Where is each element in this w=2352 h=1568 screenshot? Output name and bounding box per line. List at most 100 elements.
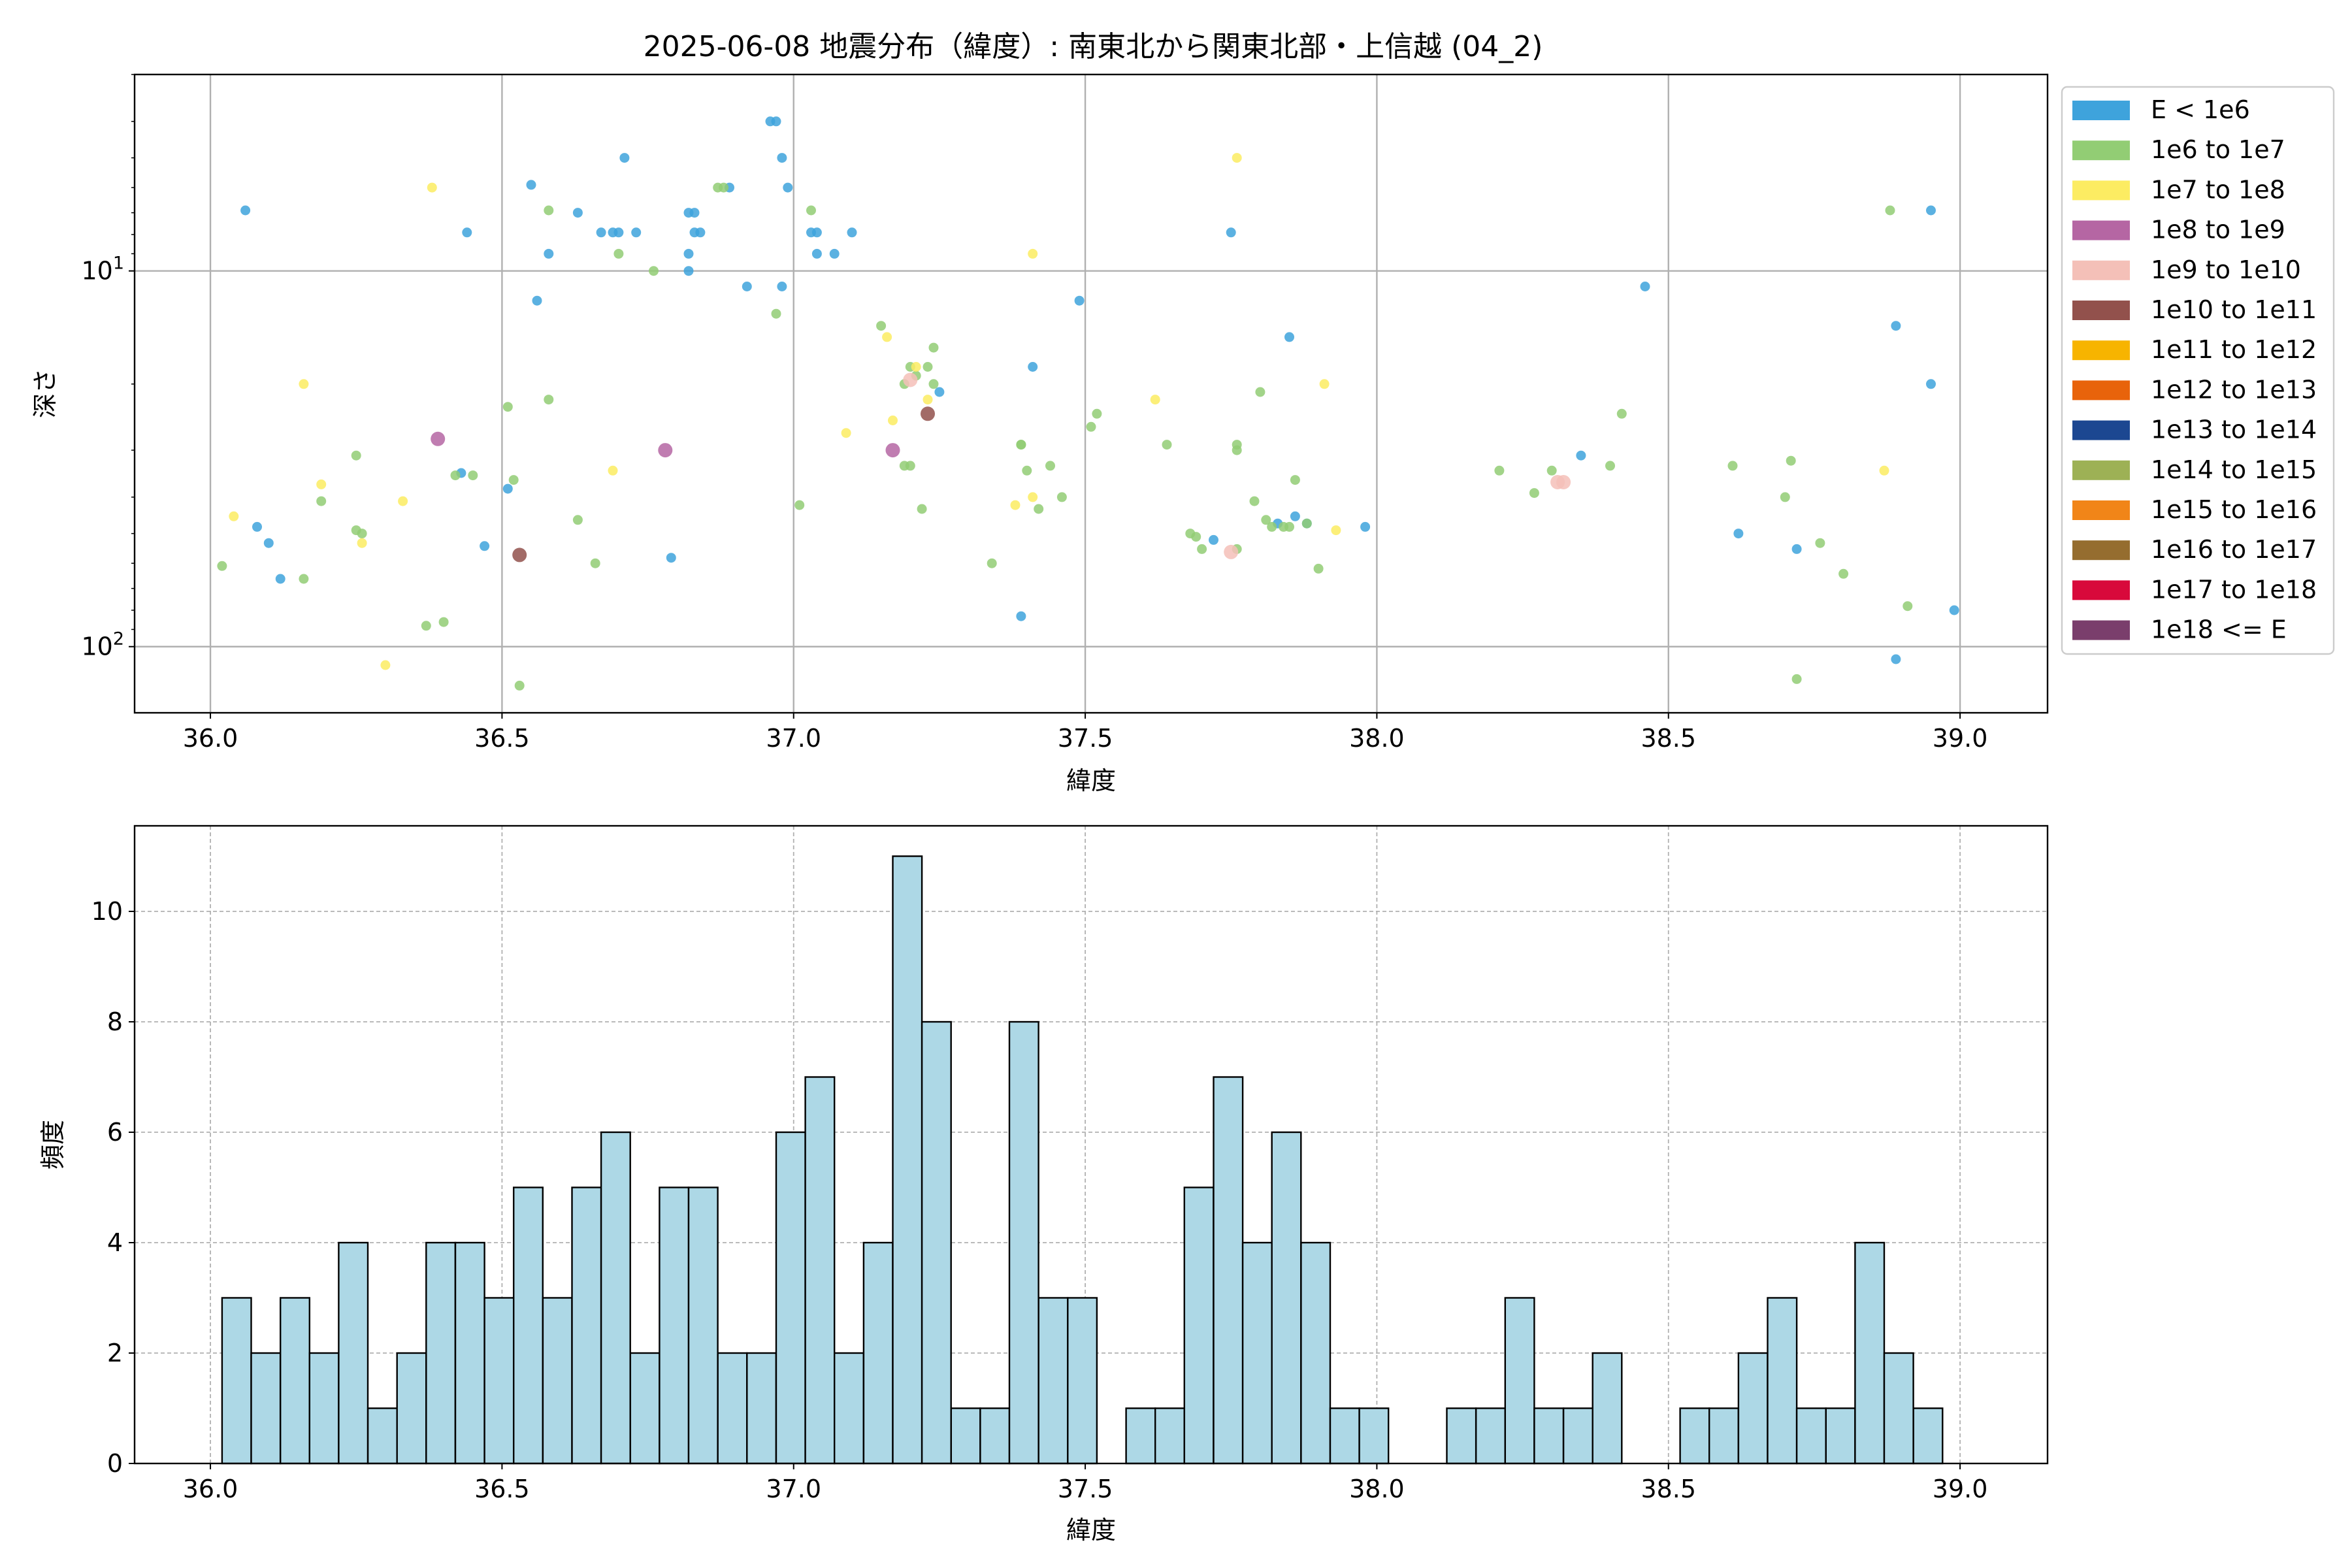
histogram-bar bbox=[1504, 1297, 1535, 1465]
scatter-point bbox=[683, 248, 694, 259]
legend-swatch bbox=[2072, 420, 2130, 440]
scatter-point bbox=[299, 574, 309, 584]
scatter-point bbox=[771, 116, 781, 127]
scatter-point bbox=[1949, 605, 1959, 615]
legend-label: 1e11 to 1e12 bbox=[2151, 335, 2317, 364]
scatter-point bbox=[811, 227, 822, 238]
histogram-y-tick-label: 6 bbox=[107, 1118, 123, 1147]
scatter-point bbox=[1226, 227, 1236, 238]
histogram-bar bbox=[746, 1352, 777, 1465]
scatter-point bbox=[1086, 421, 1096, 432]
histogram-bar bbox=[1795, 1407, 1827, 1465]
histogram-bar bbox=[1912, 1407, 1944, 1465]
scatter-x-tick-label: 36.0 bbox=[183, 724, 238, 753]
scatter-point bbox=[695, 227, 706, 238]
scatter-point bbox=[316, 479, 327, 489]
scatter-xlabel: 緯度 bbox=[1066, 766, 1116, 795]
scatter-point bbox=[1261, 515, 1271, 525]
scatter-y-ticks: 101 102 bbox=[81, 74, 135, 661]
histogram-bar bbox=[1037, 1297, 1069, 1465]
histogram-y-tick-label: 8 bbox=[107, 1007, 123, 1036]
scatter-point bbox=[923, 395, 933, 405]
scatter-point bbox=[631, 227, 642, 238]
legend-label: 1e15 to 1e16 bbox=[2151, 495, 2317, 524]
scatter-frame bbox=[133, 73, 2049, 714]
histogram-x-ticks: 36.0 36.5 37.0 37.5 38.0 38.5 39.0 bbox=[183, 1463, 1987, 1503]
scatter-point bbox=[299, 379, 309, 389]
histogram-bar bbox=[804, 1076, 836, 1465]
histogram-bar bbox=[775, 1131, 806, 1465]
scatter-point bbox=[1891, 654, 1901, 664]
histogram-bar bbox=[1679, 1407, 1710, 1465]
histogram-x-tick-label: 36.0 bbox=[183, 1475, 238, 1503]
scatter-point bbox=[1016, 611, 1026, 621]
histogram-bar bbox=[1300, 1241, 1331, 1465]
histogram-bar bbox=[1475, 1407, 1506, 1465]
scatter-point bbox=[1926, 205, 1936, 216]
scatter-point bbox=[1605, 461, 1615, 471]
scatter-x-ticks: 36.0 36.5 37.0 37.5 38.0 38.5 39.0 bbox=[183, 713, 1987, 753]
scatter-point bbox=[596, 227, 606, 238]
scatter-point bbox=[590, 558, 600, 568]
scatter-point bbox=[1162, 440, 1172, 450]
scatter-point bbox=[1150, 395, 1160, 405]
scatter-point bbox=[928, 342, 939, 353]
scatter-point bbox=[1022, 465, 1032, 476]
histogram-y-tick-label: 4 bbox=[107, 1228, 123, 1257]
scatter-point bbox=[1791, 544, 1802, 554]
scatter-point bbox=[512, 547, 527, 563]
scatter-point bbox=[613, 248, 624, 259]
legend-label: 1e13 to 1e14 bbox=[2151, 416, 2317, 444]
histogram-bar bbox=[1008, 1021, 1039, 1465]
histogram-bar bbox=[862, 1241, 894, 1465]
legend-swatch bbox=[2072, 301, 2130, 320]
scatter-point bbox=[508, 475, 519, 485]
scatter-point bbox=[829, 248, 840, 259]
histogram-bar bbox=[338, 1241, 369, 1465]
scatter-point bbox=[783, 182, 793, 193]
histogram-bar bbox=[600, 1131, 631, 1465]
legend-swatch bbox=[2072, 380, 2130, 400]
histogram-bar bbox=[513, 1186, 544, 1465]
histogram-bar bbox=[892, 855, 923, 1465]
scatter-point bbox=[1494, 465, 1505, 476]
histogram-bar bbox=[629, 1352, 661, 1465]
scatter-x-tick-label: 38.5 bbox=[1641, 724, 1696, 753]
scatter-point bbox=[316, 496, 327, 506]
scatter-point bbox=[847, 227, 857, 238]
scatter-point bbox=[777, 153, 787, 163]
legend-swatch bbox=[2072, 220, 2130, 240]
scatter-point bbox=[649, 266, 659, 276]
scatter-point bbox=[427, 182, 437, 193]
scatter-point bbox=[544, 205, 554, 216]
scatter-point bbox=[1028, 362, 1038, 372]
legend-label: 1e18 <= E bbox=[2151, 615, 2287, 644]
scatter-point bbox=[841, 428, 851, 438]
scatter-point bbox=[806, 205, 816, 216]
histogram-x-tick-label: 38.5 bbox=[1641, 1475, 1696, 1503]
scatter-x-tick-label: 37.0 bbox=[766, 724, 821, 753]
scatter-point bbox=[658, 443, 673, 458]
scatter-point bbox=[438, 617, 449, 627]
histogram-bar bbox=[1358, 1407, 1390, 1465]
histogram-bar bbox=[250, 1352, 282, 1465]
scatter-point bbox=[1045, 461, 1055, 471]
histogram-bar bbox=[1708, 1407, 1739, 1465]
scatter-point bbox=[1885, 205, 1895, 216]
scatter-point bbox=[882, 332, 892, 342]
scatter-point bbox=[502, 402, 513, 412]
histogram-bar bbox=[367, 1407, 398, 1465]
scatter-point bbox=[666, 553, 676, 563]
scatter-point bbox=[719, 182, 729, 193]
scatter-point bbox=[1727, 461, 1738, 471]
histogram-bar bbox=[979, 1407, 1011, 1465]
histogram-bar bbox=[1271, 1131, 1302, 1465]
histogram-bar bbox=[1067, 1297, 1098, 1465]
legend-swatch bbox=[2072, 580, 2130, 600]
scatter-point bbox=[1074, 295, 1085, 306]
scatter-point bbox=[1034, 504, 1044, 514]
scatter-point bbox=[1529, 488, 1539, 498]
scatter-x-tick-label: 37.5 bbox=[1058, 724, 1113, 753]
histogram-bar bbox=[1767, 1297, 1798, 1465]
